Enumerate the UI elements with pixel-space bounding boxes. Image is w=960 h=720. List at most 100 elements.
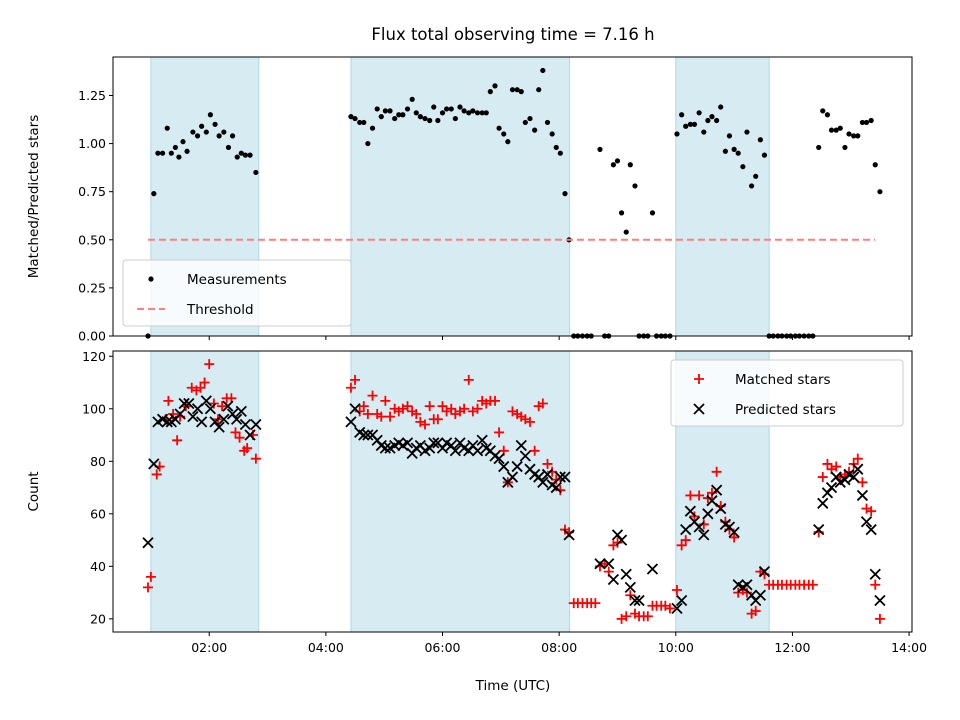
predicted-star-point xyxy=(865,523,877,536)
predicted-star-point xyxy=(537,476,549,488)
x-tick-label: 02:00 xyxy=(191,640,227,655)
measurement-point xyxy=(479,110,485,116)
measurement-point xyxy=(164,125,170,131)
measurement-point xyxy=(726,133,733,139)
measurement-point xyxy=(431,104,437,110)
predicted-star-point xyxy=(594,558,606,570)
measurement-point xyxy=(877,189,883,195)
measurement-point xyxy=(496,125,502,131)
predicted-star-point xyxy=(449,445,461,457)
y-tick-label: 20 xyxy=(90,611,106,626)
matched-star-point xyxy=(698,519,709,530)
measurement-point xyxy=(369,125,376,131)
predicted-star-point xyxy=(684,505,697,517)
y-tick-label: 0.25 xyxy=(78,280,106,295)
matched-star-point xyxy=(490,395,501,406)
predicted-star-point xyxy=(142,537,154,549)
y-tick-label: 100 xyxy=(82,401,106,416)
matched-star-point xyxy=(822,458,833,469)
x-tick-label: 12:00 xyxy=(774,640,810,655)
matched-star-point xyxy=(142,582,153,593)
legend-label: Predicted stars xyxy=(735,402,836,418)
measurement-point xyxy=(253,169,259,176)
measurement-point xyxy=(452,115,458,122)
measurement-point xyxy=(492,83,498,89)
measurement-point xyxy=(439,110,446,116)
measurement-point xyxy=(168,150,174,156)
measurement-point xyxy=(679,112,685,118)
predicted-star-point xyxy=(231,413,243,425)
matched-star-point xyxy=(711,466,722,477)
measurement-point xyxy=(618,210,625,216)
predicted-star-point xyxy=(345,416,357,428)
legend-marker-matched xyxy=(694,374,704,384)
predicted-star-point xyxy=(222,400,234,412)
predicted-star-point xyxy=(563,529,575,541)
matched-star-point xyxy=(432,414,443,425)
matched-star-point xyxy=(807,579,818,590)
measurement-point xyxy=(396,112,402,118)
predicted-star-point xyxy=(541,468,554,481)
matched-star-point xyxy=(680,535,691,546)
matched-star-point xyxy=(642,611,653,622)
top-series xyxy=(145,67,883,339)
bottom-y-axis-label: Count xyxy=(26,471,42,511)
y-tick-label: 0.50 xyxy=(78,232,106,247)
measurement-point xyxy=(705,117,711,124)
predicted-star-point xyxy=(702,508,714,520)
predicted-star-point xyxy=(817,497,829,509)
measurement-point xyxy=(872,162,878,168)
predicted-star-point xyxy=(825,481,838,494)
measurement-point xyxy=(483,110,489,116)
matched-star-point xyxy=(350,374,361,385)
observing-interval-band xyxy=(350,56,571,337)
predicted-star-point xyxy=(358,429,370,441)
predicted-star-point xyxy=(196,416,208,428)
predicted-star-point xyxy=(624,581,636,593)
measurement-point xyxy=(863,119,870,126)
measurement-point xyxy=(361,119,367,126)
predicted-star-point xyxy=(511,460,523,473)
legend-box xyxy=(670,359,904,427)
measurement-point xyxy=(151,191,157,197)
predicted-star-point xyxy=(174,408,186,420)
measurement-point xyxy=(466,110,472,116)
y-tick-label: 0.75 xyxy=(78,184,106,199)
bottom-legend: Matched stars Predicted stars xyxy=(670,359,904,427)
predicted-star-point xyxy=(813,523,825,536)
matched-star-point xyxy=(217,401,228,412)
y-tick-label: 1.00 xyxy=(78,136,106,151)
predicted-star-point xyxy=(671,602,683,615)
matched-star-point xyxy=(590,598,601,609)
predicted-star-point xyxy=(213,421,225,433)
measurement-point xyxy=(553,144,559,151)
matched-star-point xyxy=(446,403,457,414)
matched-star-point xyxy=(685,490,696,501)
bottom-panel: 20 40 60 80 100 120 02:00 04:00 06:00 08:00 10:00 1… xyxy=(26,349,927,694)
legend-marker-predicted xyxy=(693,403,705,415)
matched-star-point xyxy=(358,401,369,412)
measurement-point xyxy=(409,96,415,102)
measurement-point xyxy=(348,114,354,120)
x-tick-label: 08:00 xyxy=(541,640,577,655)
measurement-point xyxy=(674,131,680,137)
matched-star-point xyxy=(555,485,566,496)
measurement-point xyxy=(549,131,555,137)
predicted-star-point xyxy=(698,529,710,541)
measurement-point xyxy=(443,106,450,112)
measurement-point xyxy=(242,152,248,158)
measurement-point xyxy=(212,121,218,127)
top-y-axis-label: Matched/Predicted stars xyxy=(26,115,42,278)
predicted-star-point xyxy=(710,484,723,496)
legend-box xyxy=(122,259,352,327)
measurement-point xyxy=(540,67,546,74)
measurement-point xyxy=(824,112,831,118)
predicted-star-point xyxy=(675,594,688,607)
predicted-star-point xyxy=(239,418,252,431)
measurement-point xyxy=(868,117,874,124)
measurement-point xyxy=(474,110,481,116)
measurement-point xyxy=(532,127,538,133)
observing-bands xyxy=(150,350,770,633)
measurement-point xyxy=(683,123,689,129)
measurement-point xyxy=(352,115,358,122)
